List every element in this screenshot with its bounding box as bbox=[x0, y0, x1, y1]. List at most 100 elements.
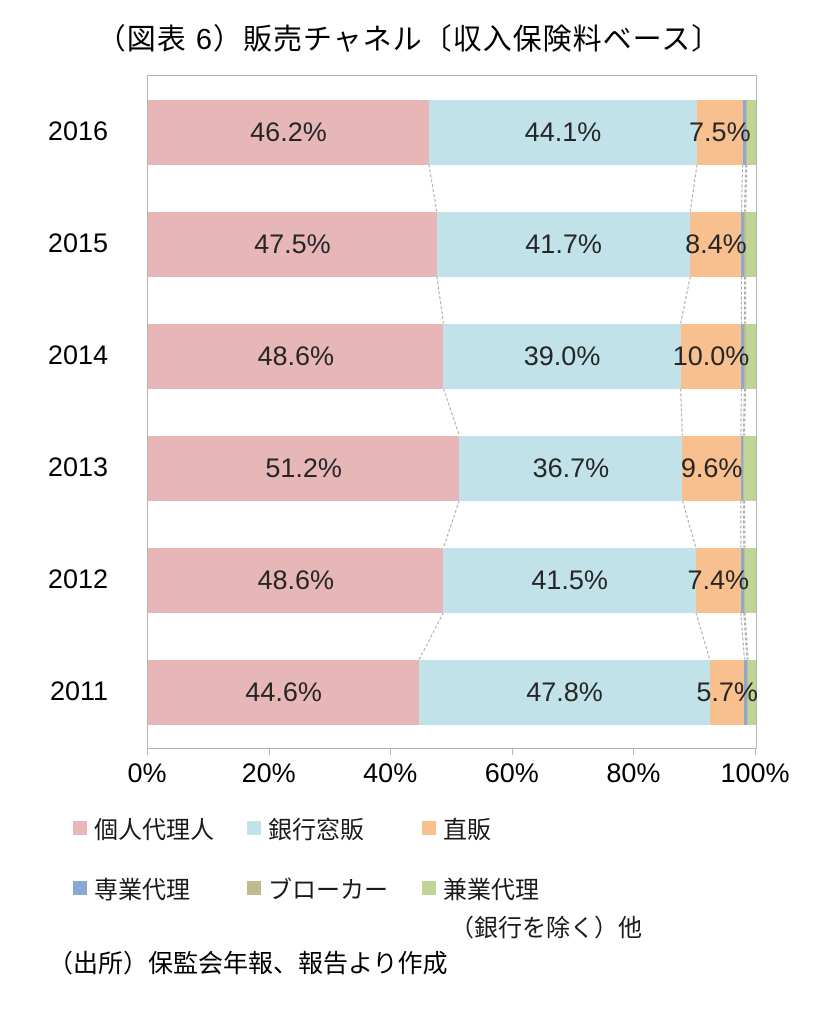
stacked-bar-row: 51.2% 36.7% 9.6% bbox=[148, 435, 756, 501]
bar-segment bbox=[748, 659, 756, 725]
legend-color-swatch bbox=[422, 820, 436, 835]
bar-segment bbox=[443, 323, 681, 389]
y-axis-label: 2016 bbox=[47, 115, 108, 146]
segment-value-label: 41.7% bbox=[525, 228, 602, 259]
legend-label: 専業代理 bbox=[94, 877, 190, 904]
bar-segment bbox=[436, 211, 691, 277]
bar-segment bbox=[680, 323, 742, 389]
segment-value-label: 39.0% bbox=[523, 340, 601, 371]
bar-segment bbox=[743, 435, 745, 501]
x-axis-tick-mark bbox=[390, 748, 392, 755]
bar-segment bbox=[428, 99, 698, 165]
x-axis-tick-label: 80% bbox=[606, 758, 661, 788]
chart-title: （図表 6）販売チャネル〔収入保険料ベース〕 bbox=[96, 24, 722, 56]
legend-item: 直販 bbox=[422, 810, 491, 845]
x-axis-tick-label: 0% bbox=[127, 758, 167, 788]
source-note: （出所）保監会年報、報告より作成 bbox=[48, 950, 448, 978]
bar-segment bbox=[148, 435, 460, 501]
bar-segment bbox=[459, 435, 683, 501]
segment-value-label: 44.6% bbox=[245, 676, 322, 707]
legend-label: 銀行窓販 bbox=[268, 817, 364, 844]
x-axis-tick-mark bbox=[511, 748, 513, 755]
y-axis-label: 2012 bbox=[47, 563, 108, 594]
bar-segment bbox=[741, 211, 745, 277]
legend-label: 兼業代理 bbox=[443, 877, 539, 904]
bar-segment bbox=[745, 211, 756, 277]
x-axis-tick-mark bbox=[268, 748, 270, 755]
legend-color-swatch bbox=[247, 880, 261, 895]
bar-segment bbox=[682, 435, 741, 501]
bar-segment bbox=[744, 211, 746, 277]
bar-segment bbox=[745, 99, 747, 165]
segment-value-label: 48.6% bbox=[257, 340, 335, 371]
legend-color-swatch bbox=[422, 880, 436, 895]
x-axis-tick-mark bbox=[633, 748, 635, 755]
segment-value-label: 51.2% bbox=[265, 452, 342, 483]
segment-value-label: 10.0% bbox=[672, 340, 750, 371]
legend-color-swatch bbox=[247, 820, 261, 835]
legend-label-line2: （銀行を除く）他 bbox=[450, 915, 642, 942]
bar-segment bbox=[695, 547, 741, 613]
legend-item: 専業代理 bbox=[73, 870, 190, 905]
y-axis-label: 2011 bbox=[49, 675, 108, 706]
bar-segment bbox=[148, 323, 444, 389]
bar-segment bbox=[744, 659, 747, 725]
segment-value-label: 47.5% bbox=[254, 228, 331, 259]
legend-item: 兼業代理 bbox=[422, 870, 539, 905]
bar-segment bbox=[745, 323, 756, 389]
legend-item: 個人代理人 bbox=[73, 810, 214, 845]
legend-color-swatch bbox=[73, 820, 87, 835]
stacked-bar-row: 46.2% 44.1% 7.5% bbox=[148, 99, 756, 165]
segment-value-label: 36.7% bbox=[532, 452, 610, 483]
legend-label: 個人代理人 bbox=[94, 817, 214, 844]
x-axis-tick-label: 100% bbox=[720, 758, 790, 788]
x-axis-tick-mark bbox=[147, 748, 148, 755]
stacked-bar-row: 48.6% 39.0% 10.0% bbox=[148, 323, 756, 389]
segment-value-label: 41.5% bbox=[531, 564, 608, 595]
x-axis-tick-mark bbox=[755, 748, 756, 755]
stacked-bar-row: 47.5% 41.7% 8.4% bbox=[148, 211, 756, 277]
bar-segment bbox=[148, 659, 420, 725]
stacked-bar-row: 48.6% 41.5% 7.4% bbox=[148, 547, 756, 613]
bar-segment bbox=[741, 323, 745, 389]
bar-segment bbox=[746, 99, 756, 165]
x-axis-tick-label: 60% bbox=[484, 758, 539, 788]
y-axis-label: 2015 bbox=[47, 227, 108, 258]
y-axis-label: 2013 bbox=[47, 451, 108, 482]
bar-segment bbox=[744, 435, 756, 501]
bar-segment bbox=[742, 99, 746, 165]
segment-value-label: 44.1% bbox=[524, 116, 602, 147]
segment-value-label: 46.2% bbox=[250, 116, 327, 147]
bar-segment bbox=[745, 547, 756, 613]
legend-item: 銀行窓販 bbox=[247, 810, 364, 845]
x-axis-tick-label: 40% bbox=[363, 758, 418, 788]
bar-segment bbox=[743, 547, 746, 613]
bar-segment bbox=[746, 659, 749, 725]
x-axis-tick-label: 20% bbox=[241, 758, 296, 788]
y-axis-label: 2014 bbox=[47, 339, 108, 370]
legend-label: 直販 bbox=[443, 817, 491, 844]
segment-value-label: 7.5% bbox=[689, 116, 751, 147]
bar-segment bbox=[740, 435, 744, 501]
bar-segment bbox=[740, 547, 744, 613]
bar-segment bbox=[419, 659, 710, 725]
bar-segment bbox=[443, 547, 696, 613]
bar-segment bbox=[148, 211, 437, 277]
stacked-bar-row: 44.6% 47.8% 5.7% bbox=[148, 659, 758, 725]
bar-segment bbox=[148, 99, 429, 165]
plot-area: 46.2% 44.1% 7.5% 47.5% 41.7% 8.4% 48.6% 39.0% 10… bbox=[147, 75, 758, 749]
segment-value-label: 8.4% bbox=[685, 228, 747, 259]
bar-segment bbox=[744, 323, 746, 389]
segment-connector-lines bbox=[418, 164, 749, 660]
bar-segment bbox=[148, 547, 444, 613]
segment-value-label: 7.4% bbox=[687, 564, 750, 595]
segment-value-label: 48.6% bbox=[257, 564, 335, 595]
bar-segment bbox=[697, 99, 743, 165]
segment-value-label: 5.7% bbox=[696, 676, 758, 707]
bar-segment bbox=[709, 659, 745, 725]
legend-item: ブローカー bbox=[247, 870, 388, 905]
bar-segment bbox=[690, 211, 742, 277]
legend-color-swatch bbox=[73, 880, 87, 895]
legend-label: ブローカー bbox=[268, 877, 388, 904]
